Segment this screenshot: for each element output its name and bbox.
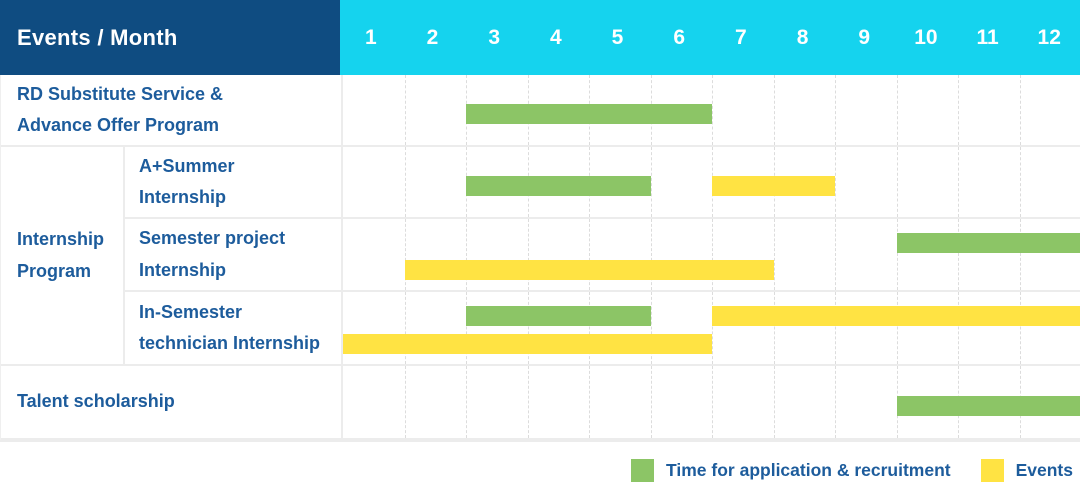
group-label-internship-program: Internship Program <box>1 147 125 366</box>
month-gridline <box>527 366 529 438</box>
month-label-5: 5 <box>611 25 624 49</box>
month-gridline <box>896 292 898 364</box>
gantt-bar-green-m3-m5 <box>466 175 651 196</box>
month-header-row: 1 2 3 4 5 6 7 8 9 10 11 12 <box>340 0 1080 75</box>
month-label-8: 8 <box>796 25 809 49</box>
gantt-bar-yellow-m7-m8 <box>712 175 835 196</box>
month-gridline <box>1019 75 1021 145</box>
month-label-3: 3 <box>488 25 501 49</box>
gantt-row-a-summer <box>341 147 1080 219</box>
legend-label: Events <box>1015 460 1073 480</box>
month-gridline <box>589 366 590 438</box>
row-label-text: RD Substitute Service & Advance Offer Pr… <box>17 83 224 136</box>
row-label-rd-substitute: RD Substitute Service & Advance Offer Pr… <box>1 75 341 147</box>
month-gridline <box>650 219 652 290</box>
gantt-row-talent-scholarship <box>341 366 1080 440</box>
month-gridline <box>773 219 775 290</box>
month-gridline <box>835 366 836 438</box>
month-gridline <box>1019 147 1021 217</box>
month-label-6: 6 <box>673 25 686 49</box>
gantt-bar-yellow-m7-m12 <box>712 306 1080 327</box>
row-label-semester-project: Semester project Internship <box>125 219 341 292</box>
month-gridline <box>404 366 406 438</box>
month-gridline <box>466 366 467 438</box>
row-label-talent-scholarship: Talent scholarship <box>1 366 341 440</box>
month-gridline <box>835 219 836 290</box>
table-body: RD Substitute Service & Advance Offer Pr… <box>0 75 1080 440</box>
month-gridline <box>835 147 836 217</box>
month-gridline <box>1019 219 1021 290</box>
table-header-row: Events / Month 1 2 3 4 5 6 7 8 9 10 11 12 <box>0 0 1080 75</box>
month-label-2: 2 <box>426 25 439 49</box>
row-label-text: Talent scholarship <box>17 391 175 412</box>
month-gridline <box>773 292 775 364</box>
month-gridline <box>958 219 959 290</box>
month-gridline <box>712 75 713 145</box>
month-gridline <box>835 75 836 145</box>
month-gridline <box>958 147 959 217</box>
month-gridline <box>650 366 652 438</box>
month-label-4: 4 <box>550 25 562 49</box>
green-swatch-icon <box>631 459 655 482</box>
gantt-bar-green-m3-m5 <box>466 306 651 327</box>
legend: Time for application & recruitment Event… <box>0 459 1080 482</box>
legend-label: Time for application & recruitment <box>666 460 951 480</box>
month-label-12: 12 <box>1037 25 1061 49</box>
month-label-11: 11 <box>976 25 999 49</box>
row-label-in-semester: In-Semester technician Internship <box>125 292 341 366</box>
gantt-bar-yellow-m1-m6 <box>343 333 712 354</box>
gantt-bar-yellow-m2-m7 <box>404 260 774 281</box>
month-gridline <box>466 292 467 364</box>
header-title-text: Events / Month <box>17 24 178 50</box>
month-gridline <box>650 147 652 217</box>
gantt-bar-green-m10-m12 <box>896 233 1080 254</box>
gantt-bar-green-m10-m12 <box>896 395 1080 416</box>
gantt-row-rd-substitute <box>341 75 1080 147</box>
month-gridline <box>896 75 898 145</box>
month-gridline <box>712 292 713 364</box>
gantt-bar-green-m3-m6 <box>466 103 712 124</box>
gantt-row-in-semester <box>341 292 1080 366</box>
month-gridline <box>773 366 775 438</box>
table-header-title: Events / Month <box>0 0 340 75</box>
month-gridline <box>404 219 406 290</box>
month-gridline <box>835 292 836 364</box>
events-month-table: Events / Month 1 2 3 4 5 6 7 8 9 10 11 12 RD Substi… <box>0 0 1080 442</box>
month-gridline <box>958 75 959 145</box>
month-label-7: 7 <box>735 25 747 49</box>
month-gridline <box>773 75 775 145</box>
month-gridline <box>527 219 529 290</box>
month-gridline <box>404 292 406 364</box>
row-label-text: In-Semester technician Internship <box>139 301 321 354</box>
month-gridline <box>712 366 713 438</box>
yellow-swatch-icon <box>980 459 1004 482</box>
month-gridline <box>589 219 590 290</box>
month-gridline <box>404 75 406 145</box>
month-gridline <box>527 292 529 364</box>
month-label-10: 10 <box>914 25 938 49</box>
row-label-a-summer: A+Summer Internship <box>125 147 341 219</box>
row-label-text: Semester project Internship <box>139 228 286 280</box>
month-gridline <box>589 292 590 364</box>
month-gridline <box>896 219 898 290</box>
month-gridline <box>466 219 467 290</box>
month-gridline <box>404 147 406 217</box>
month-label-1: 1 <box>364 25 377 49</box>
month-gridline <box>1019 292 1021 364</box>
month-gridline <box>650 292 652 364</box>
month-gridline <box>958 292 959 364</box>
month-gridline <box>712 219 713 290</box>
month-label-9: 9 <box>858 25 871 49</box>
group-label-text: Internship Program <box>17 229 105 281</box>
month-gridline <box>896 147 898 217</box>
gantt-row-semester-project <box>341 219 1080 292</box>
legend-item-events: Events <box>980 459 1073 482</box>
legend-item-application-recruitment: Time for application & recruitment <box>631 459 951 482</box>
row-label-text: A+Summer Internship <box>139 155 235 208</box>
